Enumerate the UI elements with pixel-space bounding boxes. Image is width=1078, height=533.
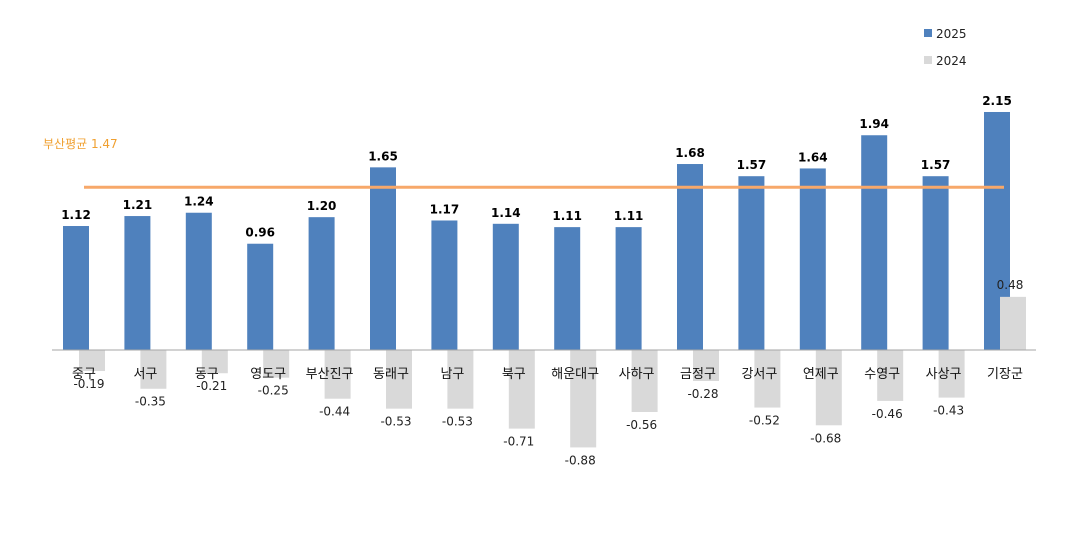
category-label: 수영구 — [864, 367, 900, 382]
bar-2025 — [492, 223, 519, 350]
data-label-2025: 1.64 — [798, 150, 828, 164]
legend-swatch-2024 — [924, 56, 932, 64]
category-label: 북구 — [502, 367, 526, 382]
category-label: 중구 — [72, 367, 96, 382]
bar-2025 — [738, 176, 765, 350]
bar-2024 — [263, 350, 290, 378]
bar-2024 — [877, 350, 904, 401]
data-label-2024: -0.44 — [319, 405, 350, 419]
data-label-2025: 1.21 — [123, 198, 153, 212]
category-label: 동구 — [195, 367, 219, 382]
bar-2025 — [861, 135, 888, 350]
data-label-2024: -0.52 — [749, 414, 780, 428]
bar-2024 — [693, 350, 719, 381]
data-label-2024: -0.19 — [73, 377, 104, 391]
bar-2025 — [124, 216, 151, 350]
bar-2024 — [201, 350, 228, 374]
bar-2025 — [308, 217, 335, 350]
data-label-2024: -0.43 — [933, 404, 964, 418]
bar-2025 — [615, 227, 642, 350]
data-label-2024: -0.71 — [503, 435, 534, 449]
bar-2025 — [185, 212, 212, 350]
bar-2024 — [815, 350, 842, 426]
category-label: 서구 — [133, 367, 157, 382]
category-label: 연제구 — [803, 367, 839, 382]
bar-2025 — [922, 176, 949, 350]
data-label-2025: 1.57 — [921, 158, 951, 172]
bar-2024 — [140, 350, 167, 389]
data-label-2024: 0.48 — [997, 278, 1024, 292]
category-label: 남구 — [440, 367, 464, 382]
legend-label-2025: 2025 — [936, 27, 967, 41]
bar-2025 — [677, 164, 703, 350]
data-label-2025: 1.17 — [430, 202, 460, 216]
category-label: 동래구 — [373, 367, 409, 382]
bar-2025 — [431, 220, 458, 350]
data-label-2025: 0.96 — [245, 226, 275, 240]
category-label: 부산진구 — [306, 367, 354, 382]
legend: 2025 2024 — [924, 27, 967, 68]
data-label-2024: -0.56 — [626, 418, 657, 432]
data-label-2025: 1.24 — [184, 195, 214, 209]
data-label-2024: -0.21 — [196, 379, 227, 393]
data-label-2025: 1.12 — [61, 208, 91, 222]
data-label-2024: -0.25 — [258, 384, 289, 398]
bar-2024 — [386, 350, 412, 409]
data-label-2024: -0.46 — [872, 407, 903, 421]
data-label-2024: -0.28 — [687, 387, 718, 401]
bar-2025 — [799, 168, 826, 350]
bar-2024 — [508, 350, 535, 429]
data-label-2025: 1.11 — [552, 209, 582, 223]
data-label-2025: 1.94 — [859, 117, 889, 131]
data-label-2024: -0.35 — [135, 395, 166, 409]
bar-2024 — [324, 350, 351, 399]
bar-2024 — [79, 350, 105, 372]
average-label: 부산평균 1.47 — [43, 137, 118, 151]
category-label: 해운대구 — [551, 367, 599, 382]
data-label-2024: -0.88 — [565, 453, 596, 467]
bar-2025 — [370, 167, 396, 350]
category-label: 금정구 — [680, 367, 716, 382]
data-label-2024: -0.53 — [380, 415, 411, 429]
bar-2024 — [570, 350, 597, 448]
bar-2024 — [938, 350, 965, 398]
data-label-2025: 1.20 — [307, 199, 337, 213]
data-label-2025: 1.57 — [737, 158, 767, 172]
category-label: 사상구 — [926, 367, 962, 382]
category-label: 영도구 — [250, 367, 286, 382]
bar-2024 — [447, 350, 474, 409]
bar-2024 — [631, 350, 658, 412]
data-label-2024: -0.68 — [810, 431, 841, 445]
category-label: 사하구 — [619, 367, 655, 382]
bar-2024 — [1000, 296, 1026, 350]
data-label-2025: 1.68 — [675, 146, 705, 160]
bar-2025 — [247, 243, 274, 350]
data-label-2025: 1.11 — [614, 209, 644, 223]
data-label-2024: -0.53 — [442, 415, 473, 429]
category-label: 기장군 — [987, 367, 1023, 382]
data-label-2025: 2.15 — [982, 94, 1012, 108]
data-label-2025: 1.14 — [491, 206, 521, 220]
legend-swatch-2025 — [924, 29, 932, 37]
category-label: 강서구 — [741, 367, 777, 382]
bar-2025 — [554, 227, 581, 350]
legend-label-2024: 2024 — [936, 54, 967, 68]
bar-2025 — [63, 226, 89, 350]
data-label-2025: 1.65 — [368, 149, 398, 163]
bar-2024 — [754, 350, 781, 408]
